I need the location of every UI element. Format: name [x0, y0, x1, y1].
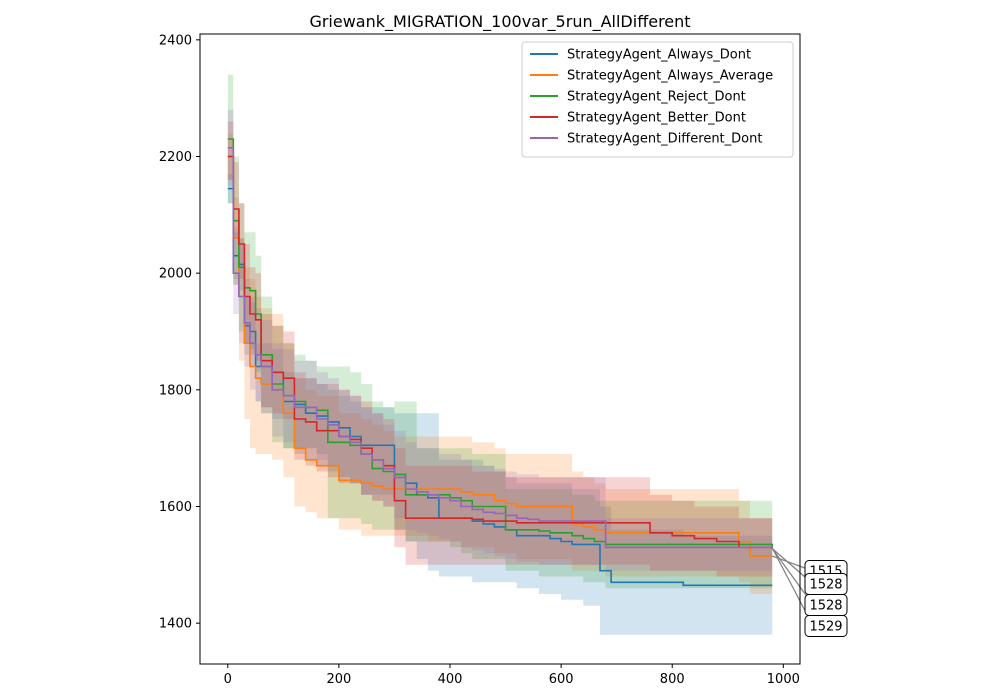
- y-tick-label: 2200: [159, 150, 192, 165]
- y-tick-label: 1400: [159, 617, 192, 632]
- series-lines: [227, 138, 773, 587]
- legend-label: StrategyAgent_Always_Dont: [567, 48, 751, 63]
- confidence-bands: [227, 74, 773, 635]
- x-tick-label: 1000: [767, 672, 800, 687]
- annotation-label: 1529: [809, 620, 842, 635]
- band-StrategyAgent_Always_Dont: [227, 174, 773, 635]
- line-StrategyAgent_Different_Dont: [227, 147, 773, 549]
- legend-box: [521, 41, 794, 158]
- chart-title: Griewank_MIGRATION_100var_5run_AllDiffer…: [309, 12, 690, 32]
- annotation-box: [804, 615, 848, 637]
- x-tick-label: 800: [660, 672, 685, 687]
- x-axis: 0 200 400 600 800 1000: [224, 664, 800, 687]
- y-tick-label: 1600: [159, 500, 192, 515]
- legend-label: StrategyAgent_Reject_Dont: [567, 90, 746, 105]
- x-tick-label: 200: [326, 672, 351, 687]
- legend-label: StrategyAgent_Better_Dont: [567, 111, 746, 126]
- y-axis: 1400 1600 1800 2000 2200 2400: [159, 33, 200, 632]
- line-StrategyAgent_Better_Dont: [227, 155, 773, 549]
- plot-frame: [199, 33, 801, 665]
- annotation-label: 1528: [809, 599, 842, 614]
- y-tick-label: 2400: [159, 33, 192, 48]
- x-tick-label: 600: [549, 672, 574, 687]
- y-tick-label: 1800: [159, 383, 192, 398]
- legend-label: StrategyAgent_Different_Dont: [567, 132, 762, 147]
- legend: StrategyAgent_Always_Dont StrategyAgent_A…: [521, 41, 794, 158]
- annotation-label: 1528: [809, 578, 842, 593]
- x-tick-label: 400: [438, 672, 463, 687]
- band-StrategyAgent_Different_Dont: [227, 109, 773, 571]
- band-StrategyAgent_Always_Average: [227, 133, 773, 594]
- band-StrategyAgent_Better_Dont: [227, 121, 773, 577]
- legend-label: StrategyAgent_Always_Average: [567, 69, 773, 84]
- band-StrategyAgent_Reject_Dont: [227, 74, 773, 589]
- line-StrategyAgent_Reject_Dont: [227, 138, 773, 549]
- x-tick-label: 0: [224, 672, 232, 687]
- y-tick-label: 2000: [159, 267, 192, 282]
